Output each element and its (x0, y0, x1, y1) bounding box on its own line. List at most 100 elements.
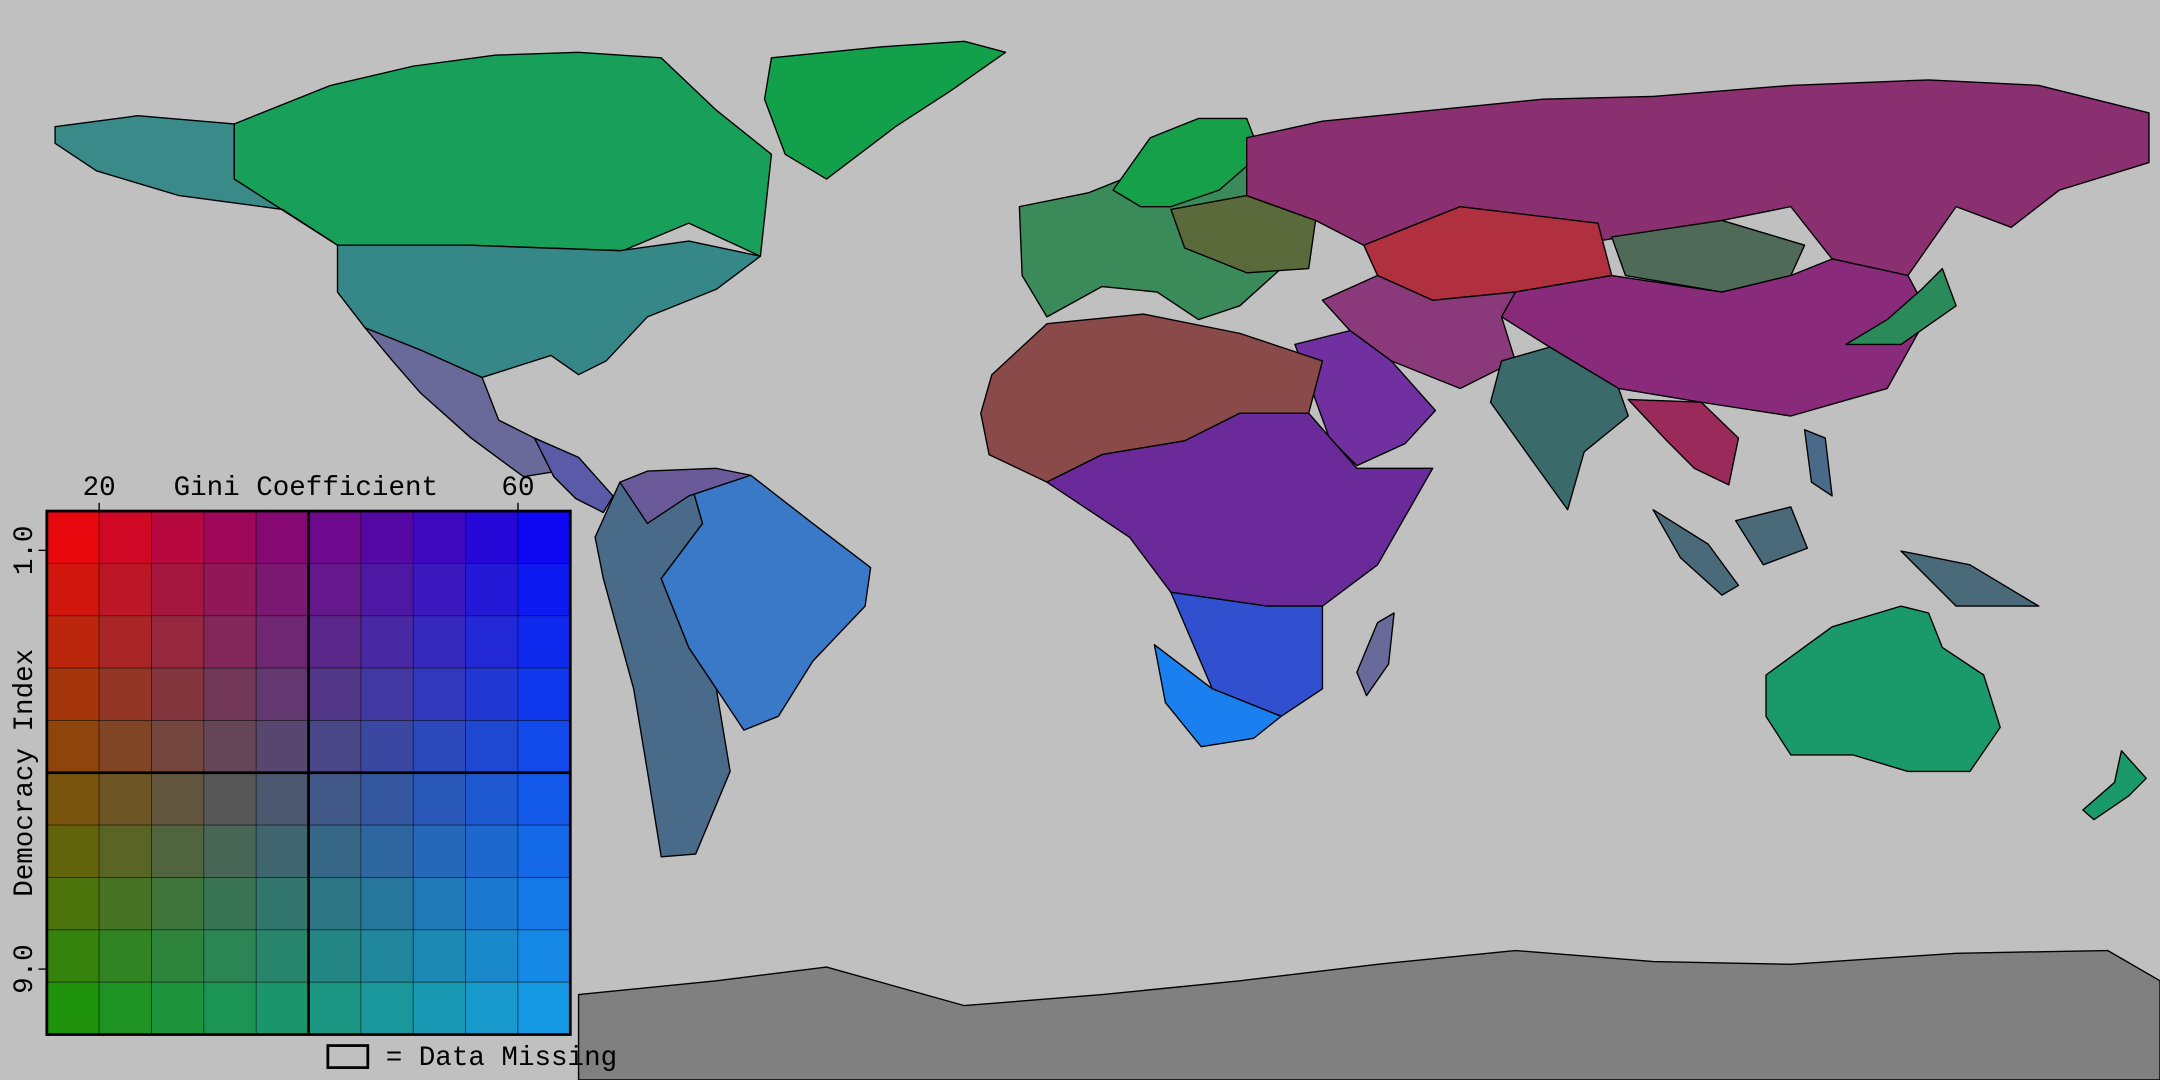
new-guinea (1900, 550, 2040, 607)
legend-cell (98, 667, 152, 721)
southeast-asia (1627, 398, 1740, 486)
legend-cell (255, 720, 309, 774)
legend-cell (465, 824, 519, 878)
legend-cell (98, 563, 152, 617)
missing-note: = Data Missing (386, 1043, 617, 1074)
legend-cell (412, 615, 467, 669)
legend-cell (46, 772, 100, 826)
legend-cell (203, 563, 257, 617)
legend-cell (46, 510, 100, 564)
legend-cell (360, 981, 414, 1035)
legend-cell (517, 877, 571, 931)
legend-cell (46, 667, 100, 721)
antarctica (577, 949, 2160, 1080)
legend-cell (360, 615, 414, 669)
legend-cell (308, 981, 362, 1035)
south-africa (1153, 644, 1282, 748)
legend-cell (255, 667, 309, 721)
legend-cell (308, 772, 362, 826)
x-tick-label: 60 (501, 473, 534, 504)
legend-cell (517, 824, 571, 878)
legend-cell (517, 615, 571, 669)
legend-cell (46, 981, 100, 1035)
arabia (1294, 329, 1437, 467)
legend-cell (465, 929, 519, 983)
legend-cell (412, 772, 467, 826)
legend-cell (255, 563, 309, 617)
legend-cell (465, 981, 519, 1035)
legend-cell (517, 772, 571, 826)
legend-cell (46, 877, 100, 931)
legend-cell (255, 981, 309, 1035)
legend-cell (517, 667, 571, 721)
legend-cell (46, 615, 100, 669)
legend-cell (46, 929, 100, 983)
legend-cell (308, 824, 362, 878)
legend-cell (412, 824, 467, 878)
legend-cell (255, 824, 309, 878)
legend-cell (255, 615, 309, 669)
indonesia-west (1652, 509, 1740, 596)
legend-cell (255, 877, 309, 931)
legend-cell (360, 563, 414, 617)
legend-cell (98, 510, 152, 564)
legend-cell (98, 824, 152, 878)
legend-cell (465, 615, 519, 669)
legend-cell (151, 720, 205, 774)
legend-cell (360, 772, 414, 826)
legend-cell (151, 929, 205, 983)
legend-cell (360, 720, 414, 774)
legend-cell (517, 563, 571, 617)
legend-cell (46, 824, 100, 878)
legend-cell (412, 667, 467, 721)
legend-cell (203, 824, 257, 878)
legend-cell (308, 877, 362, 931)
legend-cell (308, 929, 362, 983)
legend-cell (360, 824, 414, 878)
greenland (763, 40, 1007, 180)
legend-cell (360, 510, 414, 564)
india (1489, 346, 1629, 511)
legend-cell (360, 877, 414, 931)
legend-cell (465, 772, 519, 826)
legend-cell (308, 720, 362, 774)
legend-cell (255, 772, 309, 826)
legend-cell (203, 510, 257, 564)
legend-frame (45, 509, 572, 1036)
missing-swatch (326, 1044, 370, 1069)
legend-cell (517, 510, 571, 564)
legend-cell (465, 877, 519, 931)
legend-cell (308, 615, 362, 669)
legend-cell (465, 720, 519, 774)
y-axis-title: Democracy Index (10, 649, 41, 897)
legend-cell (151, 981, 205, 1035)
legend-cell (151, 615, 205, 669)
x-tick-label: 20 (83, 473, 116, 504)
legend-cell (360, 667, 414, 721)
legend-cell (98, 772, 152, 826)
new-zealand (2082, 750, 2147, 821)
central-africa (1046, 412, 1434, 607)
legend-cell (308, 510, 362, 564)
legend-cell (203, 772, 257, 826)
legend-cell (203, 981, 257, 1035)
legend-cell (151, 667, 205, 721)
legend-cell (151, 563, 205, 617)
legend-cell (255, 929, 309, 983)
x-axis-title: Gini Coefficient (174, 473, 439, 504)
legend-cell (412, 877, 467, 931)
legend-cell (465, 510, 519, 564)
legend-cell (465, 667, 519, 721)
legend-cells (46, 510, 571, 1035)
legend-cell (46, 563, 100, 617)
japan (1845, 267, 1957, 346)
legend-cell (98, 615, 152, 669)
legend-cell (412, 510, 467, 564)
legend-cell (98, 929, 152, 983)
legend-cell (203, 667, 257, 721)
legend-cell (98, 981, 152, 1035)
legend-cell (98, 720, 152, 774)
y-tick-label: 9.0 (10, 944, 41, 994)
legend-cell (151, 772, 205, 826)
